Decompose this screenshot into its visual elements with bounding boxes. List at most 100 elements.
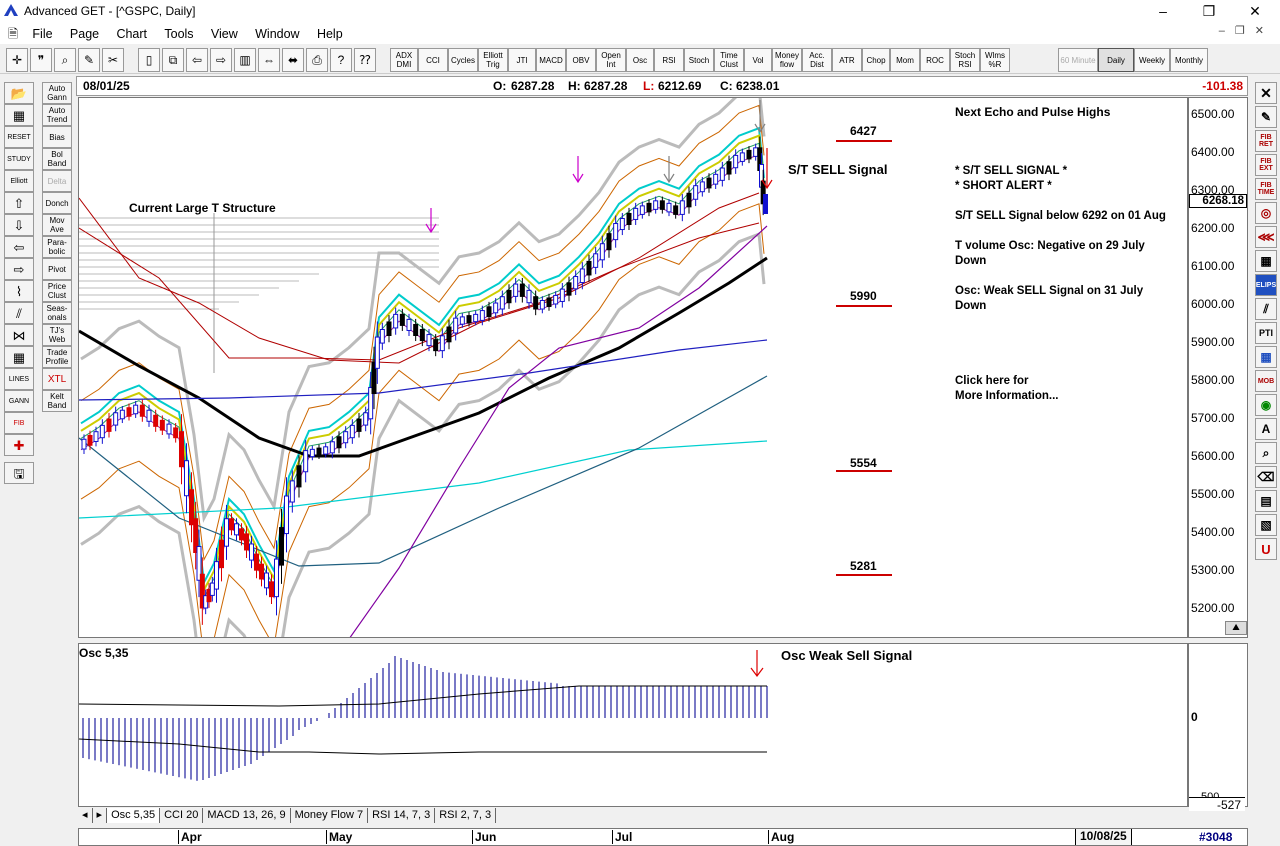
fib-button[interactable]: FIB [4, 412, 34, 434]
print-icon[interactable]: ⎙ [306, 48, 328, 72]
left-para-bolic-button[interactable]: Para-bolic [42, 236, 72, 258]
layout-icon[interactable]: ▥ [234, 48, 256, 72]
reset-button[interactable]: RESET [4, 126, 34, 148]
menu-view[interactable]: View [210, 27, 238, 41]
expand-icon[interactable]: ⬌ [282, 48, 304, 72]
notes-icon[interactable]: ▤ [1255, 490, 1277, 512]
left-delta-button[interactable]: Delta [42, 170, 72, 192]
tab-money-flow[interactable]: Money Flow 7 [291, 808, 369, 823]
left-trade-profile-button[interactable]: Trade Profile [42, 346, 72, 368]
menu-tools[interactable]: Tools [164, 27, 194, 41]
fib-time-button[interactable]: FIB TIME [1255, 178, 1277, 200]
left-bol-band-button[interactable]: Bol Band [42, 148, 72, 170]
quote-icon[interactable]: ❞ [30, 48, 52, 72]
arrow-down-icon[interactable]: ⇩ [4, 214, 34, 236]
mob-button[interactable]: MOB [1255, 370, 1277, 392]
study-rsi-button[interactable]: RSI [654, 48, 684, 72]
copy-icon[interactable]: ⧉ [162, 48, 184, 72]
grid2-icon[interactable]: ▦ [4, 346, 34, 368]
timeframe-weekly[interactable]: Weekly [1134, 48, 1170, 72]
grid-icon-right[interactable]: ▦ [1255, 250, 1277, 272]
channel-icon[interactable]: ⫽ [4, 302, 34, 324]
fib-ret-button[interactable]: FIB RET [1255, 130, 1277, 152]
compress-icon[interactable]: ⇔ [258, 48, 280, 72]
pencil-icon[interactable]: ✎ [1255, 106, 1277, 128]
study-acc-dist-button[interactable]: Acc. Dist [802, 48, 832, 72]
document-icon[interactable]: 🗎 [8, 27, 19, 41]
fan-icon[interactable]: ⋘ [1255, 226, 1277, 248]
elips-button[interactable]: ELIPS [1255, 274, 1277, 296]
scissors-icon[interactable]: ✂ [102, 48, 124, 72]
menu-window[interactable]: Window [255, 27, 300, 41]
fib-circle-icon[interactable]: ◎ [1255, 202, 1277, 224]
save-icon[interactable]: 🖫 [4, 462, 34, 484]
study-time-clust-button[interactable]: Time Clust [714, 48, 744, 72]
left-mov-ave-button[interactable]: Mov Ave [42, 214, 72, 236]
left-seas-onals-button[interactable]: Seas-onals [42, 302, 72, 324]
study-button[interactable]: STUDY [4, 148, 34, 170]
gann-button[interactable]: GANN [4, 390, 34, 412]
help-icon[interactable]: ? [330, 48, 352, 72]
context-help-icon[interactable]: ⁇ [354, 48, 376, 72]
lines-button[interactable]: LINES [4, 368, 34, 390]
eraser-icon[interactable]: ⌫ [1255, 466, 1277, 488]
scale-icon[interactable]: ⛰ [1225, 621, 1247, 635]
price-chart[interactable]: Current Large T Structure S/T SELL Signa… [78, 97, 1188, 638]
marker-icon[interactable]: ◉ [1255, 394, 1277, 416]
timeframe-monthly[interactable]: Monthly [1170, 48, 1208, 72]
scroll-right-icon[interactable]: ⇨ [210, 48, 232, 72]
study-elliott-trig-button[interactable]: Elliott Trig [478, 48, 508, 72]
menu-help[interactable]: Help [316, 27, 343, 41]
close-button[interactable]: ✕ [1249, 3, 1261, 19]
left-pivot-button[interactable]: Pivot [42, 258, 72, 280]
mdi-controls[interactable]: –❐✕ [1218, 25, 1274, 37]
left-xtl-button[interactable]: XTL [42, 368, 72, 390]
study-open-int-button[interactable]: Open Int [596, 48, 626, 72]
scroll-left-icon[interactable]: ⇦ [186, 48, 208, 72]
study-roc-button[interactable]: ROC [920, 48, 950, 72]
tab-osc[interactable]: Osc 5,35 [107, 808, 161, 823]
study-osc-button[interactable]: Osc [626, 48, 654, 72]
page-icon[interactable]: ▧ [1255, 514, 1277, 536]
tab-rsi-14[interactable]: RSI 14, 7, 3 [368, 808, 436, 823]
left-tj-s-web-button[interactable]: TJ's Web [42, 324, 72, 346]
pti-button[interactable]: PTI [1255, 322, 1277, 344]
arrow-right-icon[interactable]: ⇨ [4, 258, 34, 280]
left-bias-button[interactable]: Bias [42, 126, 72, 148]
maximize-button[interactable]: ❐ [1202, 3, 1216, 19]
minimize-button[interactable]: – [1159, 3, 1167, 19]
study-atr-button[interactable]: ATR [832, 48, 862, 72]
tab-scroll-right[interactable]: ▸ [93, 808, 108, 823]
new-icon[interactable]: ▯ [138, 48, 160, 72]
channel-icon-right[interactable]: ⫽ [1255, 298, 1277, 320]
table-icon[interactable]: ▦ [1255, 346, 1277, 368]
study-stoch-rsi-button[interactable]: Stoch RSI [950, 48, 980, 72]
study-obv-button[interactable]: OBV [566, 48, 596, 72]
more-info-link-line2[interactable]: More Information... [955, 390, 1059, 402]
left-kelt-band-button[interactable]: Kelt Band [42, 390, 72, 412]
study-wlms-r-button[interactable]: Wlms %R [980, 48, 1010, 72]
edit-icon[interactable]: ✎ [78, 48, 100, 72]
tab-scroll-left[interactable]: ◂ [78, 808, 93, 823]
left-donch-button[interactable]: Donch [42, 192, 72, 214]
study-chop-button[interactable]: Chop [862, 48, 890, 72]
study-money-flow-button[interactable]: Money flow [772, 48, 802, 72]
arrow-up-icon[interactable]: ⇧ [4, 192, 34, 214]
magnet-icon[interactable]: U [1255, 538, 1277, 560]
magnify-icon[interactable]: ⌕ [1255, 442, 1277, 464]
folder-icon[interactable]: 📂 [4, 82, 34, 104]
tab-cci[interactable]: CCI 20 [160, 808, 204, 823]
menu-chart[interactable]: Chart [116, 27, 148, 41]
crosshair-icon[interactable]: ✚ [4, 434, 34, 456]
text-icon[interactable]: A [1255, 418, 1277, 440]
study-stoch-button[interactable]: Stoch [684, 48, 714, 72]
zoom-icon[interactable]: ⌕ [54, 48, 76, 72]
left-auto-gann-button[interactable]: Auto Gann [42, 82, 72, 104]
study-adx-dmi-button[interactable]: ADX DMI [390, 48, 418, 72]
close-drawing-icon[interactable]: ✕ [1255, 82, 1277, 104]
fib-icon[interactable]: ⋈ [4, 324, 34, 346]
menu-file[interactable]: File [32, 27, 53, 41]
fib-ext-button[interactable]: FIB EXT [1255, 154, 1277, 176]
more-info-link-line1[interactable]: Click here for [955, 375, 1029, 387]
study-vol-button[interactable]: Vol [744, 48, 772, 72]
